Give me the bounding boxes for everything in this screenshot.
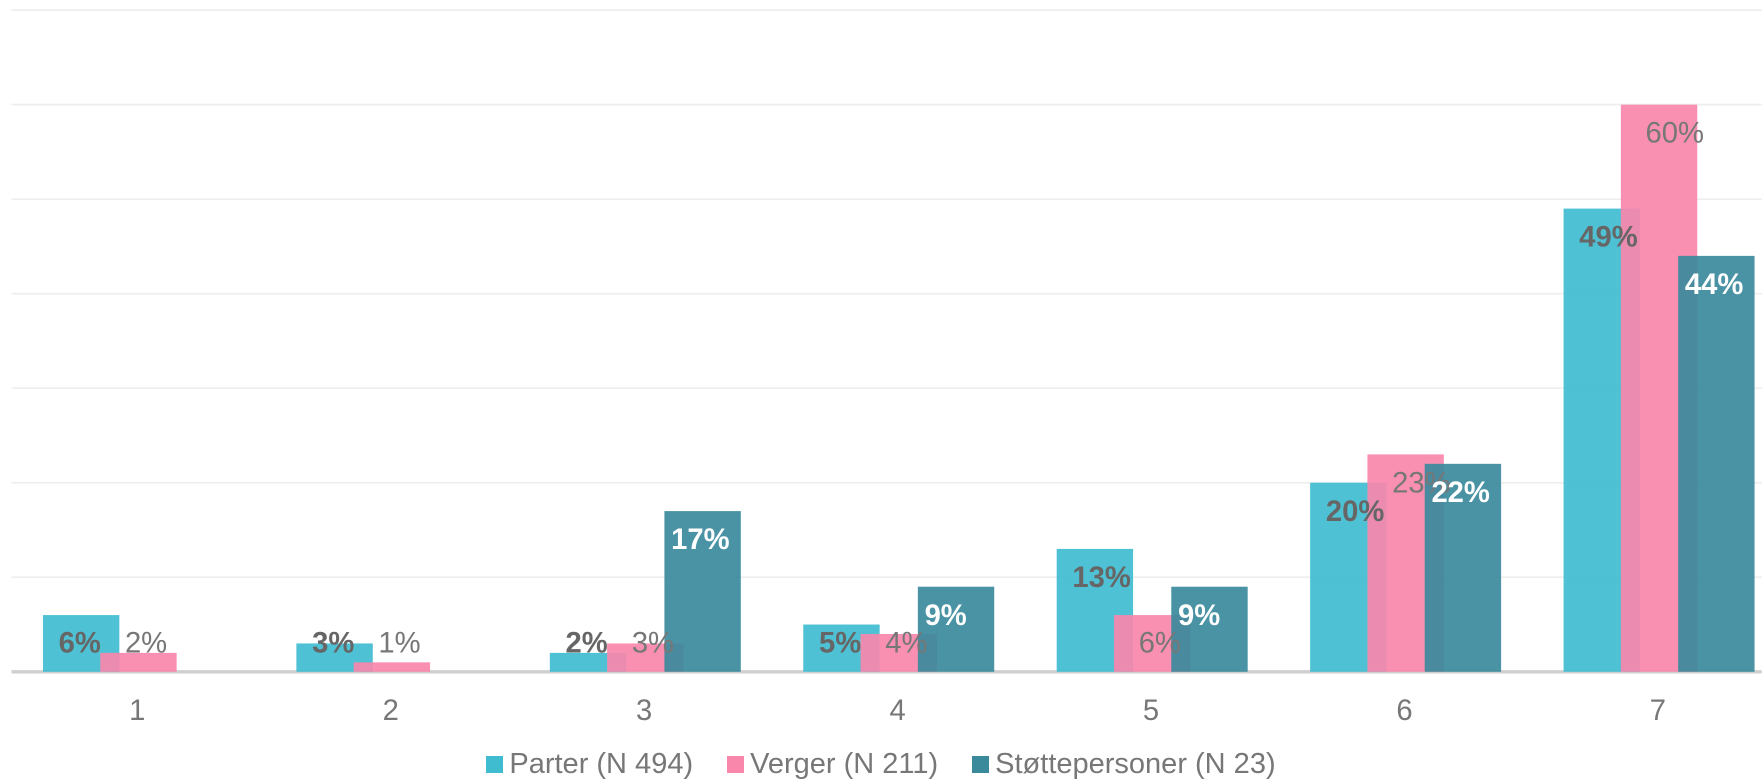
x-tick-label: 1	[129, 695, 145, 727]
legend-swatch	[486, 756, 504, 773]
legend-item: Støttepersoner (N 23)	[972, 748, 1276, 781]
data-label: 44%	[1685, 269, 1743, 301]
data-label: 9%	[925, 600, 967, 632]
legend: Parter (N 494) Verger (N 211) Støtteperson…	[0, 748, 1762, 781]
x-tick-label: 4	[890, 695, 906, 727]
bar	[917, 586, 995, 672]
x-tick-label: 6	[1396, 695, 1412, 727]
data-label: 3%	[312, 628, 354, 660]
data-label: 4%	[885, 628, 927, 660]
legend-item: Parter (N 494)	[486, 748, 693, 781]
x-tick-label: 7	[1650, 695, 1666, 727]
legend-swatch	[727, 756, 745, 773]
data-label: 3%	[632, 628, 674, 660]
bar	[1678, 255, 1755, 672]
data-label: 9%	[1178, 600, 1220, 632]
data-label: 1%	[378, 628, 420, 660]
data-label: 22%	[1431, 477, 1489, 509]
bar	[353, 662, 431, 672]
x-tick-label: 5	[1143, 695, 1159, 727]
bar	[664, 511, 741, 672]
data-label: 60%	[1646, 118, 1704, 150]
legend-label: Støttepersoner (N 23)	[995, 748, 1276, 780]
data-label: 49%	[1579, 222, 1637, 254]
x-tick-label: 3	[636, 695, 652, 727]
legend-item: Verger (N 211)	[727, 748, 938, 781]
bar	[100, 652, 177, 672]
bar	[1424, 463, 1502, 672]
data-label: 2%	[566, 628, 608, 660]
x-tick-label: 2	[383, 695, 399, 727]
data-label: 20%	[1326, 496, 1384, 528]
data-label: 17%	[671, 524, 729, 556]
data-label: 5%	[819, 628, 861, 660]
legend-label: Parter (N 494)	[509, 748, 694, 780]
legend-label: Verger (N 211)	[750, 748, 939, 780]
legend-swatch	[972, 756, 990, 773]
data-label: 23%	[1392, 467, 1450, 499]
data-label: 2%	[125, 628, 167, 660]
data-label: 6%	[1139, 628, 1181, 660]
data-label: 13%	[1072, 562, 1130, 594]
bar	[1171, 586, 1248, 672]
data-label: 6%	[59, 628, 101, 660]
